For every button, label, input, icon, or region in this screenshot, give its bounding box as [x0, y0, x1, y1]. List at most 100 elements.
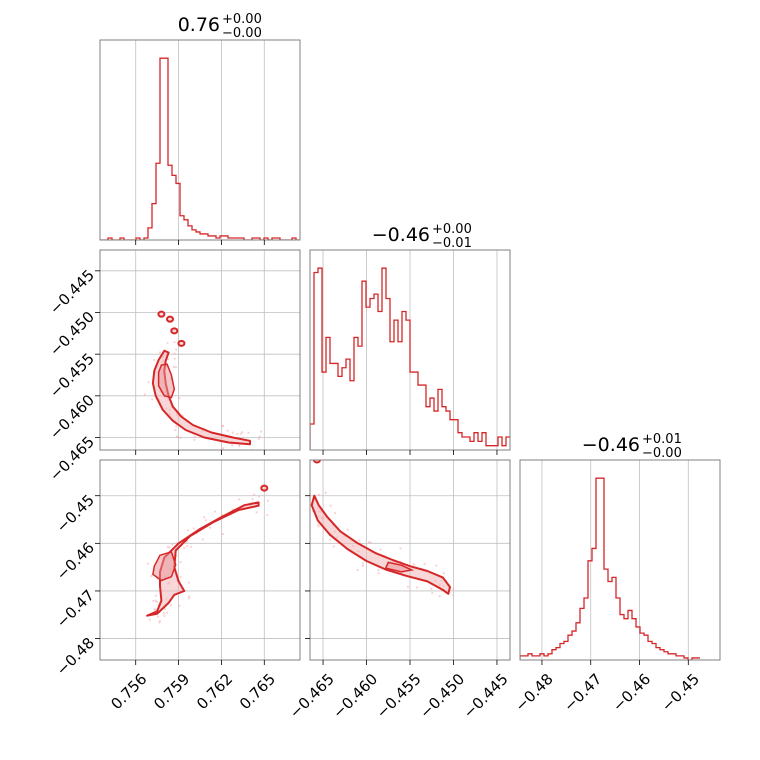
pair-2-1-contour-island-3 — [177, 339, 186, 347]
pair-3-1-density — [146, 484, 270, 624]
pair-2-1-sample-point — [193, 438, 196, 441]
pair-2-1-sample-point — [258, 435, 261, 438]
pair-2-1-sample-point — [172, 365, 175, 369]
pair-3-1-sample-point — [252, 493, 256, 496]
pair-3-1-sample-point — [192, 527, 195, 530]
pair-3-2-sample-point — [346, 528, 349, 531]
pair-2-1-sample-point — [244, 455, 246, 457]
hist-3-grid — [541, 460, 689, 660]
pair-3-1-sample-point — [163, 614, 166, 618]
hist-3-title-lower: −0.00 — [642, 446, 682, 461]
pair-2-1-sample-point — [238, 445, 241, 448]
pair-3-2-sample-point — [333, 511, 337, 515]
hist-1-bars — [100, 57, 300, 240]
pair-3-2-sample-point — [317, 493, 321, 497]
hist-3-xtick-label-1: −0.47 — [560, 670, 605, 715]
pair-2-1-sample-point — [166, 341, 169, 345]
hist-3-xtick-label-3: −0.45 — [658, 670, 703, 715]
pair-3-2-sample-point — [379, 548, 382, 551]
pair-3-1-sample-point — [204, 519, 208, 522]
pair-2-1-sample-point — [175, 425, 178, 428]
pair-3-2-sample-point — [307, 484, 309, 486]
pair-2-1-sample-point — [221, 447, 225, 450]
pair-3-1-sample-point — [155, 600, 158, 604]
pair-2-1-sample-point — [175, 348, 178, 351]
hist-1-frame — [99, 39, 301, 241]
pair-3-1-grid — [100, 460, 300, 660]
pair-3-2-sample-point — [399, 547, 402, 550]
pair-2-1-sample-point — [221, 425, 224, 428]
pair-3-1-sample-point — [187, 597, 191, 600]
hist-3-title-upper: +0.01 — [642, 432, 682, 447]
pair-3-1-sample-point — [150, 574, 153, 578]
pair-2-1-contour-island-2 — [170, 327, 179, 335]
pair-2-1-sample-point — [143, 393, 147, 396]
pair-3-2-contour-island-0 — [312, 460, 321, 464]
hist-1-title-lower: −0.00 — [222, 26, 262, 41]
pair-3-1-sample-point — [179, 576, 182, 579]
hist-1-histogram-step — [100, 57, 300, 240]
pair-3-2-sample-point — [329, 538, 332, 541]
pair-3-2-contour-inner — [384, 561, 415, 573]
pair-3-1-xtick-label-0: 0.756 — [107, 670, 150, 713]
pair-2-1-sample-point — [236, 432, 239, 436]
hist-2-title: −0.46 +0.00−0.01 — [372, 222, 472, 251]
pair-2-1-sample-point — [231, 444, 234, 447]
hist-1-title: 0.76 +0.00−0.00 — [178, 12, 262, 41]
pair-2-1-frame — [99, 249, 301, 451]
pair-3-2-sample-point — [369, 541, 372, 544]
pair-2-1-ytick-label-1: −0.450 — [46, 308, 98, 360]
pair-3-1-sample-point — [266, 499, 270, 502]
pair-2-1-sample-point — [231, 431, 234, 434]
hist-3-title-value: −0.46 — [582, 434, 640, 456]
pair-2-1-contour-island-1 — [157, 310, 166, 318]
pair-3-2-sample-point — [306, 500, 308, 502]
pair-3-1-xtick-label-2: 0.762 — [193, 670, 236, 713]
pair-3-1-sample-point — [158, 621, 161, 624]
pair-3-2-sample-point — [305, 524, 307, 526]
hist-1-title-value: 0.76 — [178, 14, 220, 36]
hist-1-title-upper: +0.00 — [222, 12, 262, 27]
pair-3-1-ytick-label-0: −0.45 — [53, 491, 98, 536]
pair-3-1-sample-point — [221, 532, 224, 536]
pair-2-1-sample-point — [247, 431, 250, 434]
pair-3-1-sample-point — [187, 581, 190, 584]
pair-3-1-sample-point — [171, 543, 174, 546]
pair-3-2-sample-point — [452, 594, 455, 597]
pair-3-2-sample-point — [430, 587, 433, 590]
pair-2-1-ytick-label-4: −0.465 — [46, 433, 98, 485]
pair-3-2-sample-point — [442, 572, 445, 575]
pair-2-1-sample-point — [173, 357, 176, 360]
pair-3-2-grid — [310, 460, 510, 660]
hist-2-histogram-step — [310, 267, 510, 450]
pair-3-1-sample-point — [178, 604, 181, 607]
pair-2-1-sample-point — [173, 352, 176, 355]
pair-3-1-sample-point — [255, 511, 258, 514]
pair-2-1-contour-island-0 — [166, 315, 174, 323]
pair-3-1-sample-point — [186, 545, 189, 548]
pair-3-2-sample-point — [406, 585, 410, 588]
pair-3-1-ytick-label-1: −0.46 — [53, 539, 98, 584]
pair-3-1-xtick-label-1: 0.759 — [150, 670, 193, 713]
hist-3-xtick-label-0: −0.48 — [511, 670, 556, 715]
pair-3-1-sample-point — [183, 546, 186, 550]
pair-2-1-density — [143, 310, 263, 457]
pair-3-1-sample-point — [266, 514, 269, 517]
pair-3-1-xtick-label-3: 0.765 — [236, 670, 279, 713]
pair-3-1-contour-inner — [152, 550, 177, 582]
hist-2-title-upper: +0.00 — [432, 222, 472, 237]
pair-3-1-sample-point — [189, 545, 193, 549]
pair-2-1-sample-point — [153, 358, 156, 362]
pair-3-1-frame — [99, 459, 301, 661]
pair-3-1-sample-point — [175, 541, 178, 545]
pair-3-1-sample-point — [213, 510, 217, 513]
pair-3-2-xtick-label-2: −0.455 — [373, 670, 425, 722]
pair-3-1-sample-point — [179, 561, 182, 564]
pair-3-2-sample-point — [317, 525, 320, 528]
pair-3-2-xtick-label-1: −0.460 — [329, 670, 381, 722]
pair-2-1-sample-point — [176, 436, 179, 439]
pair-3-2-sample-point — [307, 526, 309, 528]
pair-2-1-ytick-label-3: −0.460 — [46, 391, 98, 443]
hist-3-xtick-label-2: −0.46 — [609, 670, 654, 715]
